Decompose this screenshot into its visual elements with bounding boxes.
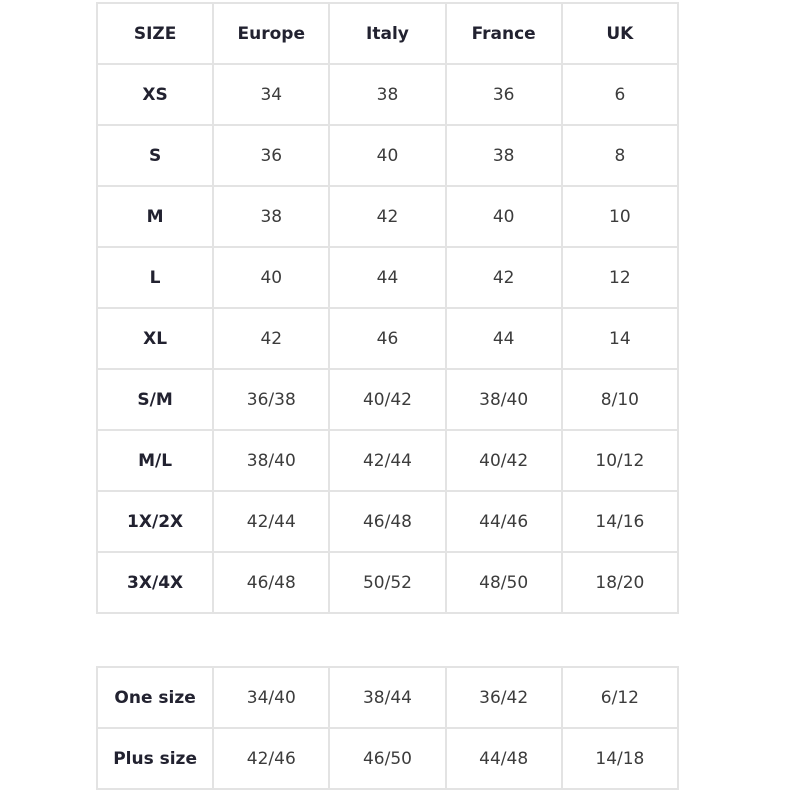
size-value-cell: 8/10	[560, 368, 680, 431]
table-row: One size 34/40 38/44 36/42 6/12	[95, 666, 680, 729]
size-value-cell: 44/48	[444, 727, 563, 790]
size-label-cell: S/M	[95, 368, 215, 431]
size-label-cell: S	[95, 124, 215, 187]
size-value-cell: 38/40	[212, 429, 331, 492]
size-value-cell: 38	[212, 185, 331, 248]
table-row: XL 42 46 44 14	[95, 307, 680, 370]
size-value-cell: 46/48	[212, 551, 331, 614]
size-value-cell: 38	[444, 124, 563, 187]
table-row: S/M 36/38 40/42 38/40 8/10	[95, 368, 680, 431]
size-value-cell: 36/38	[212, 368, 331, 431]
size-value-cell: 46/48	[328, 490, 447, 553]
size-value-cell: 14/16	[560, 490, 680, 553]
size-value-cell: 10/12	[560, 429, 680, 492]
size-value-cell: 42	[328, 185, 447, 248]
size-value-cell: 42/44	[212, 490, 331, 553]
size-value-cell: 10	[560, 185, 680, 248]
size-label-cell: M	[95, 185, 215, 248]
size-value-cell: 46	[328, 307, 447, 370]
table-row: XS 34 38 36 6	[95, 63, 680, 126]
size-value-cell: 40/42	[328, 368, 447, 431]
size-value-cell: 40	[212, 246, 331, 309]
column-header: France	[444, 2, 563, 65]
size-value-cell: 50/52	[328, 551, 447, 614]
size-value-cell: 36	[444, 63, 563, 126]
table-row: Plus size 42/46 46/50 44/48 14/18	[95, 727, 680, 790]
size-value-cell: 42/46	[212, 727, 331, 790]
size-value-cell: 42/44	[328, 429, 447, 492]
size-label-cell: One size	[95, 666, 215, 729]
size-label-cell: XS	[95, 63, 215, 126]
size-value-cell: 46/50	[328, 727, 447, 790]
size-label-cell: XL	[95, 307, 215, 370]
size-value-cell: 38/40	[444, 368, 563, 431]
table-row: 3X/4X 46/48 50/52 48/50 18/20	[95, 551, 680, 614]
size-value-cell: 6/12	[560, 666, 680, 729]
header-row: SIZE Europe Italy France UK	[95, 2, 680, 65]
size-value-cell: 42	[444, 246, 563, 309]
column-header: Italy	[328, 2, 447, 65]
size-value-cell: 44/46	[444, 490, 563, 553]
size-value-cell: 44	[328, 246, 447, 309]
size-value-cell: 48/50	[444, 551, 563, 614]
size-value-cell: 34	[212, 63, 331, 126]
size-label-cell: 1X/2X	[95, 490, 215, 553]
size-value-cell: 40/42	[444, 429, 563, 492]
column-header: UK	[560, 2, 680, 65]
size-label-cell: Plus size	[95, 727, 215, 790]
size-value-cell: 38	[328, 63, 447, 126]
one-plus-size-table: One size 34/40 38/44 36/42 6/12 Plus size 42/4…	[95, 666, 680, 790]
size-value-cell: 6	[560, 63, 680, 126]
size-value-cell: 42	[212, 307, 331, 370]
table-row: L 40 44 42 12	[95, 246, 680, 309]
size-value-cell: 18/20	[560, 551, 680, 614]
size-value-cell: 40	[328, 124, 447, 187]
size-value-cell: 40	[444, 185, 563, 248]
size-value-cell: 44	[444, 307, 563, 370]
size-value-cell: 14	[560, 307, 680, 370]
size-label-cell: M/L	[95, 429, 215, 492]
table-row: M/L 38/40 42/44 40/42 10/12	[95, 429, 680, 492]
size-value-cell: 12	[560, 246, 680, 309]
size-value-cell: 34/40	[212, 666, 331, 729]
table-row: S 36 40 38 8	[95, 124, 680, 187]
column-header: Europe	[212, 2, 331, 65]
size-value-cell: 36	[212, 124, 331, 187]
size-value-cell: 38/44	[328, 666, 447, 729]
size-label-cell: 3X/4X	[95, 551, 215, 614]
size-conversion-table: SIZE Europe Italy France UK XS 34 38 36 6 S 36 40 38 8…	[95, 2, 680, 614]
table-row: M 38 42 40 10	[95, 185, 680, 248]
size-value-cell: 14/18	[560, 727, 680, 790]
table-row: 1X/2X 42/44 46/48 44/46 14/16	[95, 490, 680, 553]
size-value-cell: 36/42	[444, 666, 563, 729]
size-label-cell: L	[95, 246, 215, 309]
column-header: SIZE	[95, 2, 215, 65]
size-value-cell: 8	[560, 124, 680, 187]
